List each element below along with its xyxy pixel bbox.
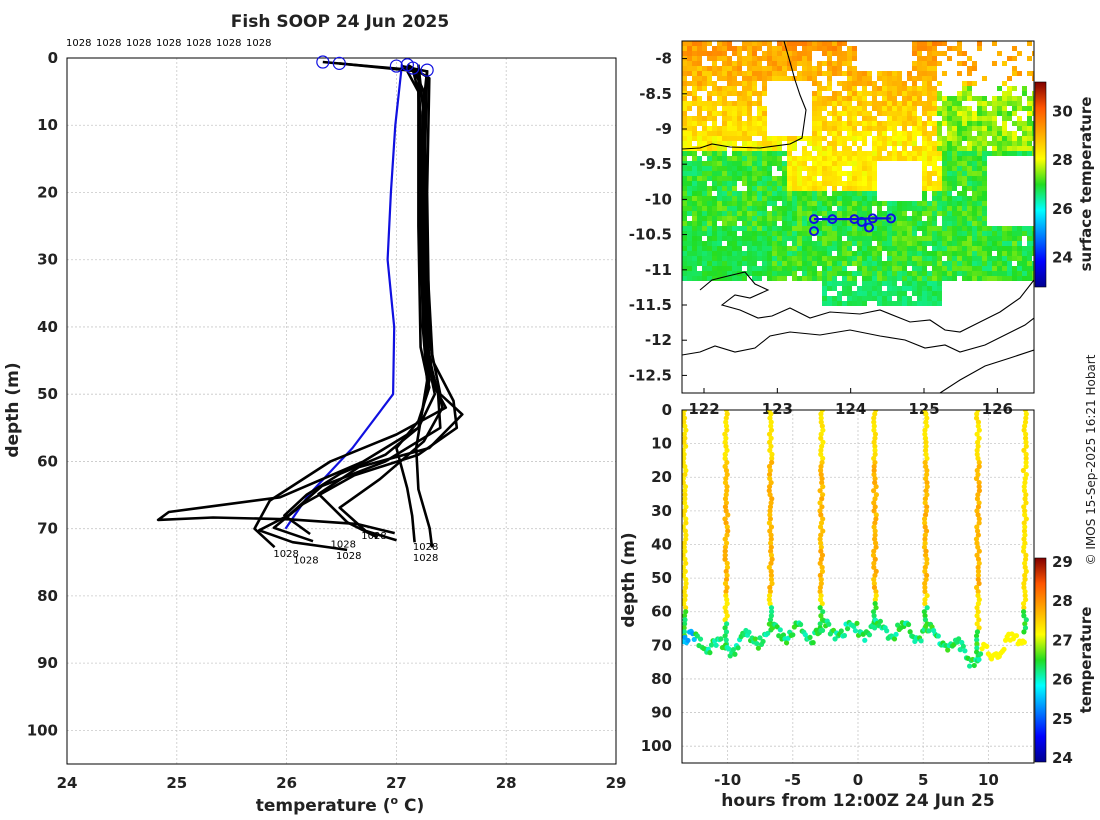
- density-label: 1028: [66, 38, 91, 49]
- density-label: 1028: [331, 539, 356, 550]
- density-label: 1028: [336, 551, 361, 562]
- chart-title: Fish SOOP 24 Jun 2025: [231, 12, 449, 32]
- y-tick-label: 70: [37, 520, 58, 538]
- x-axis-label: temperature (o C): [256, 794, 425, 816]
- y-tick-label: 10: [37, 116, 58, 134]
- density-label: 1028: [273, 549, 298, 560]
- density-label: 1028: [246, 38, 271, 49]
- y-tick-label: 50: [37, 385, 58, 403]
- profile-plot-frame: [66, 57, 617, 765]
- x-tick-label: 28: [496, 774, 517, 792]
- density-label: 1028: [216, 38, 241, 49]
- x-tick-label: 26: [276, 774, 297, 792]
- y-tick-label: 0: [48, 49, 58, 67]
- y-tick-label: 100: [27, 721, 58, 739]
- y-tick-label: 30: [37, 251, 58, 269]
- density-label: 1028: [186, 38, 211, 49]
- density-label: 1028: [126, 38, 151, 49]
- profile-line: [156, 60, 431, 535]
- density-label: 1028: [413, 542, 438, 553]
- y-tick-label: 80: [37, 587, 58, 605]
- density-label: 1028: [413, 553, 438, 564]
- surface-marker: [332, 56, 346, 70]
- x-tick-label: 27: [386, 774, 407, 792]
- density-label: 1028: [293, 556, 318, 567]
- x-tick-label: 25: [166, 774, 187, 792]
- y-tick-label: 90: [37, 654, 58, 672]
- density-label: 1028: [361, 531, 386, 542]
- profile-line: [317, 63, 464, 539]
- y-tick-label: 20: [37, 183, 58, 201]
- surface-marker: [389, 59, 403, 73]
- y-tick-label: 40: [37, 318, 58, 336]
- profile-line: [414, 71, 434, 548]
- density-label: 1028: [156, 38, 181, 49]
- x-tick-label: 24: [57, 774, 78, 792]
- y-tick-label: 60: [37, 452, 58, 470]
- surface-marker: [420, 63, 434, 77]
- surface-marker: [316, 55, 330, 69]
- surface-marker: [406, 61, 420, 75]
- x-tick-label: 29: [606, 774, 627, 792]
- profile-line: [338, 69, 444, 542]
- density-label: 1028: [96, 38, 121, 49]
- y-axis-label: depth (m): [3, 362, 23, 457]
